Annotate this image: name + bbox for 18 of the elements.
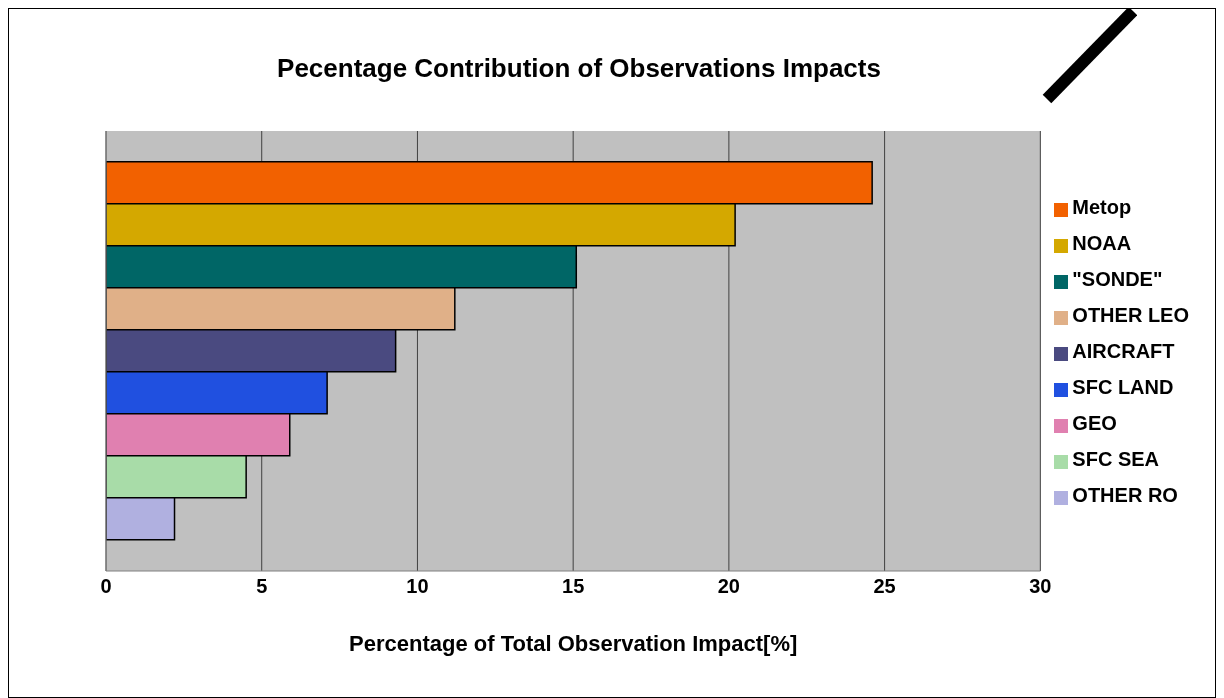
legend-label: AIRCRAFT (1072, 340, 1175, 362)
legend-label: OTHER LEO (1072, 304, 1189, 326)
legend-label: GEO (1072, 412, 1117, 434)
x-tick-label: 20 (717, 575, 741, 598)
legend-label: Metop (1072, 196, 1132, 218)
x-axis-title: Percentage of Total Observation Impact[%] (349, 631, 798, 656)
x-tick-label: 30 (1029, 575, 1052, 598)
x-tick-label: 15 (562, 575, 585, 598)
legend-label: SFC SEA (1072, 448, 1160, 470)
x-tick-label: 5 (256, 575, 268, 598)
legend-label: "SONDE" (1072, 268, 1163, 290)
chart-title: Pecentage Contribution of Observations Impacts (276, 53, 882, 84)
x-tick-label: 25 (873, 575, 896, 598)
x-tick-label: 10 (406, 575, 429, 598)
legend-label: SFC LAND (1072, 376, 1174, 398)
x-tick-label: 0 (100, 575, 112, 598)
legend-label: NOAA (1072, 232, 1132, 254)
legend-label: OTHER RO (1072, 484, 1178, 506)
